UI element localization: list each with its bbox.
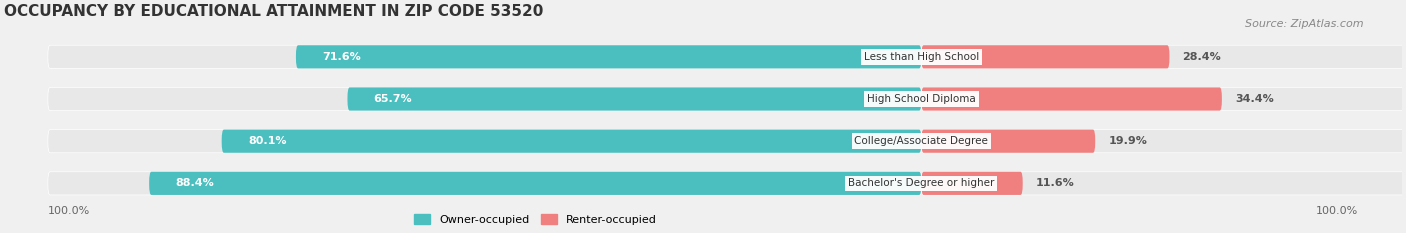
Text: 28.4%: 28.4% <box>1182 52 1222 62</box>
FancyBboxPatch shape <box>921 172 1022 195</box>
FancyBboxPatch shape <box>347 87 921 111</box>
FancyBboxPatch shape <box>921 45 1170 69</box>
FancyBboxPatch shape <box>921 45 1406 69</box>
FancyBboxPatch shape <box>48 172 921 195</box>
FancyBboxPatch shape <box>921 87 1406 111</box>
Text: Source: ZipAtlas.com: Source: ZipAtlas.com <box>1246 19 1364 29</box>
Text: 34.4%: 34.4% <box>1234 94 1274 104</box>
FancyBboxPatch shape <box>48 87 921 111</box>
Text: 88.4%: 88.4% <box>176 178 214 188</box>
FancyBboxPatch shape <box>921 87 1222 111</box>
FancyBboxPatch shape <box>222 130 921 153</box>
FancyBboxPatch shape <box>48 45 921 69</box>
Text: High School Diploma: High School Diploma <box>868 94 976 104</box>
Text: 71.6%: 71.6% <box>322 52 361 62</box>
FancyBboxPatch shape <box>149 172 921 195</box>
Text: 19.9%: 19.9% <box>1108 136 1147 146</box>
Text: 11.6%: 11.6% <box>1036 178 1074 188</box>
Text: 100.0%: 100.0% <box>48 206 90 216</box>
Text: Less than High School: Less than High School <box>863 52 979 62</box>
Text: 100.0%: 100.0% <box>1316 206 1358 216</box>
Text: 80.1%: 80.1% <box>247 136 287 146</box>
FancyBboxPatch shape <box>921 130 1095 153</box>
FancyBboxPatch shape <box>921 172 1406 195</box>
Text: Bachelor's Degree or higher: Bachelor's Degree or higher <box>848 178 994 188</box>
Text: 65.7%: 65.7% <box>374 94 412 104</box>
FancyBboxPatch shape <box>921 130 1406 153</box>
Legend: Owner-occupied, Renter-occupied: Owner-occupied, Renter-occupied <box>409 210 661 230</box>
FancyBboxPatch shape <box>48 130 921 153</box>
FancyBboxPatch shape <box>295 45 921 69</box>
Text: College/Associate Degree: College/Associate Degree <box>855 136 988 146</box>
Text: OCCUPANCY BY EDUCATIONAL ATTAINMENT IN ZIP CODE 53520: OCCUPANCY BY EDUCATIONAL ATTAINMENT IN Z… <box>4 4 544 19</box>
